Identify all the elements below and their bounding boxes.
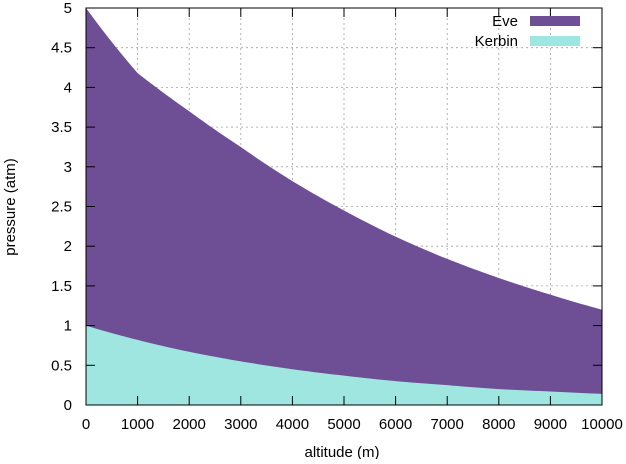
x-tick-label: 8000 <box>482 416 515 433</box>
area-kerbin <box>86 325 602 405</box>
y-tick-label: 4.5 <box>51 40 72 57</box>
legend: Eve Kerbin <box>475 13 580 50</box>
y-tick-label: 5 <box>64 0 72 17</box>
x-tick-label: 1000 <box>121 416 154 433</box>
legend-swatch <box>530 16 580 26</box>
y-axis-label: pressure (atm) <box>2 158 19 256</box>
y-tick-label: 1 <box>64 318 72 335</box>
x-tick-label: 10000 <box>581 416 623 433</box>
x-tick-label: 5000 <box>327 416 360 433</box>
x-tick-label: 7000 <box>431 416 464 433</box>
y-tick-labels: 0 0.5 1 1.5 2 2.5 3 3.5 4 4.5 5 <box>51 0 72 414</box>
x-tick-label: 2000 <box>173 416 206 433</box>
y-tick-label: 0 <box>64 397 72 414</box>
y-tick-label: 2 <box>64 238 72 255</box>
y-tick-label: 2.5 <box>51 199 72 216</box>
y-tick-label: 0.5 <box>51 357 72 374</box>
plot-areas <box>86 8 602 405</box>
legend-swatch <box>530 36 580 46</box>
y-tick-label: 1.5 <box>51 278 72 295</box>
x-tick-label: 9000 <box>534 416 567 433</box>
y-tick-label: 3 <box>64 159 72 176</box>
x-tick-label: 6000 <box>379 416 412 433</box>
x-tick-label: 4000 <box>276 416 309 433</box>
x-tick-labels: 0 1000 2000 3000 4000 5000 6000 7000 8000 9000 100… <box>82 416 623 433</box>
x-tick-label: 3000 <box>224 416 257 433</box>
area-eve <box>86 8 602 405</box>
y-tick-label: 3.5 <box>51 119 72 136</box>
x-tick-label: 0 <box>82 416 90 433</box>
legend-label: Kerbin <box>475 33 518 50</box>
y-tick-label: 4 <box>64 79 72 96</box>
x-axis-label: altitude (m) <box>304 444 379 459</box>
axis-ticks <box>85 7 603 406</box>
legend-label: Eve <box>492 13 518 30</box>
